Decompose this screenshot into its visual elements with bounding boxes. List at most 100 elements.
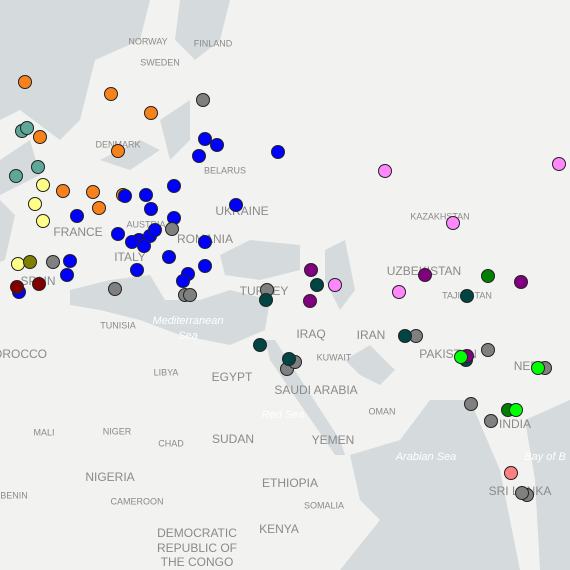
marker[interactable] [259,293,273,307]
marker[interactable] [32,277,46,291]
map-label: IRAQ [296,327,325,341]
map-label: SOMALIA [304,500,344,510]
marker[interactable] [167,179,181,193]
marker[interactable] [137,239,151,253]
map-label: IRAN [357,328,386,342]
marker[interactable] [303,294,317,308]
marker[interactable] [10,280,24,294]
map-label: KAZAKHSTAN [410,211,469,221]
marker[interactable] [28,197,42,211]
marker[interactable] [31,160,45,174]
map-label: CHAD [158,438,184,448]
marker[interactable] [514,275,528,289]
map-label: LIBYA [154,367,179,377]
marker[interactable] [198,132,212,146]
map-label: FRANCE [53,225,102,239]
marker[interactable] [210,138,224,152]
marker[interactable] [310,278,324,292]
marker[interactable] [378,164,392,178]
marker[interactable] [56,184,70,198]
marker[interactable] [176,274,190,288]
marker[interactable] [515,486,529,500]
marker[interactable] [130,263,144,277]
map-label: EGYPT [212,370,253,384]
marker[interactable] [328,278,342,292]
marker[interactable] [398,329,412,343]
map-label: UKRAINE [215,204,268,218]
marker[interactable] [418,268,432,282]
map-label: Red Sea [262,409,305,421]
marker[interactable] [454,350,468,364]
map-label: KENYA [259,522,299,536]
marker[interactable] [18,75,32,89]
marker[interactable] [111,227,125,241]
map-label: Sea [178,330,198,342]
marker[interactable] [484,414,498,428]
marker[interactable] [108,282,122,296]
map-label: OMAN [369,406,396,416]
marker[interactable] [531,361,545,375]
marker[interactable] [481,343,495,357]
marker[interactable] [271,145,285,159]
marker[interactable] [139,188,153,202]
marker[interactable] [504,466,518,480]
map-label: AUSTRIA [126,219,165,229]
marker[interactable] [11,257,25,271]
marker[interactable] [460,289,474,303]
marker[interactable] [464,397,478,411]
marker[interactable] [118,189,132,203]
map-label: NIGER [103,426,132,436]
marker[interactable] [183,288,197,302]
marker[interactable] [36,214,50,228]
marker[interactable] [253,338,267,352]
map-label: SWEDEN [140,57,180,67]
marker[interactable] [162,250,176,264]
marker[interactable] [46,255,60,269]
marker[interactable] [552,157,566,171]
map-label: REPUBLIC OF [157,541,237,555]
marker[interactable] [36,178,50,192]
map-label: THE CONGO [161,555,234,569]
map-label: YEMEN [312,433,355,447]
marker[interactable] [481,269,495,283]
marker[interactable] [282,352,296,366]
marker[interactable] [111,144,125,158]
marker[interactable] [304,263,318,277]
map-label: DEMOCRATIC [157,526,237,540]
marker[interactable] [23,255,37,269]
marker[interactable] [165,222,179,236]
marker[interactable] [86,185,100,199]
map-label: Mediterranean [153,315,224,327]
marker[interactable] [229,198,243,212]
marker[interactable] [446,216,460,230]
marker[interactable] [60,268,74,282]
marker[interactable] [63,254,77,268]
map-label: NORWAY [128,36,167,46]
marker[interactable] [198,235,212,249]
marker[interactable] [148,223,162,237]
marker[interactable] [144,202,158,216]
map-label: BELARUS [204,165,246,175]
marker[interactable] [125,235,139,249]
marker[interactable] [33,130,47,144]
marker[interactable] [9,169,23,183]
marker[interactable] [92,201,106,215]
map-label: BENIN [0,490,28,500]
marker[interactable] [104,87,118,101]
marker[interactable] [392,285,406,299]
markers [9,75,566,502]
map-label: TUNISIA [100,320,136,330]
marker[interactable] [70,209,84,223]
marker[interactable] [144,106,158,120]
map-label: ITALY [114,250,146,264]
marker[interactable] [198,259,212,273]
map-label: Arabian Sea [395,451,457,463]
marker[interactable] [192,149,206,163]
marker[interactable] [196,93,210,107]
labels: NORWAYFINLANDSWEDENDENMARKBELARUSUKRAINE… [0,36,566,569]
map-label: SAUDI ARABIA [274,383,357,397]
marker[interactable] [509,403,523,417]
map-label: SUDAN [212,432,254,446]
marker[interactable] [20,121,34,135]
